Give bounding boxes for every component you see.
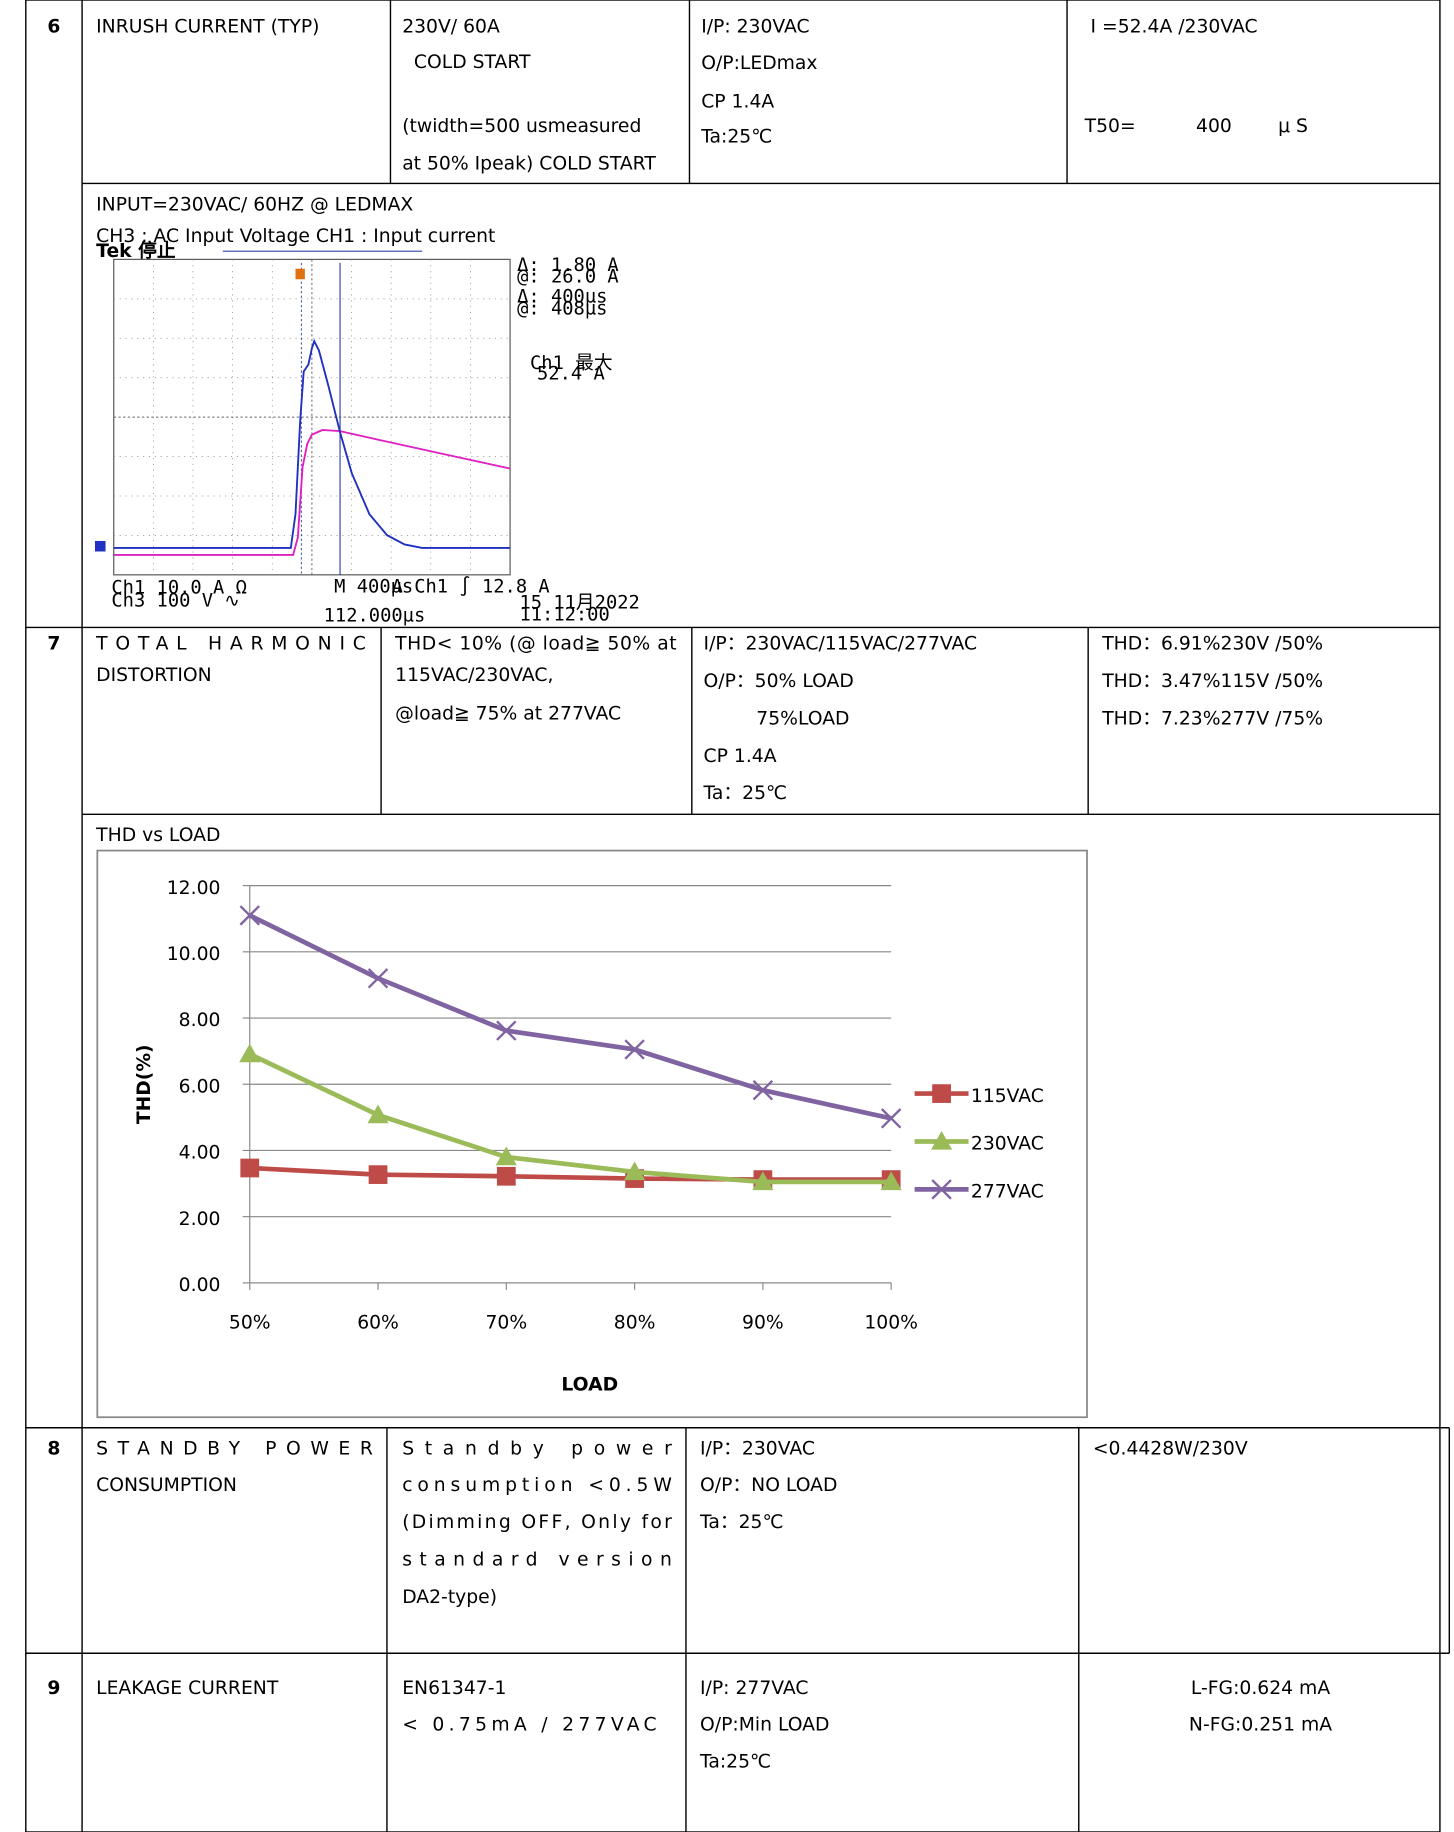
spec-text: EN61347-1	[402, 1678, 506, 1699]
y-tick-label: 8.00	[179, 1010, 221, 1031]
scope-cursor: @: 26.0 A	[517, 267, 619, 288]
x-tick-label: 80%	[614, 1312, 656, 1333]
row-number: 6	[47, 17, 60, 38]
result-text: THD：3.47%115V /50%	[1101, 671, 1323, 692]
condition-text: Ta:25℃	[699, 1752, 771, 1773]
scope-channel: Ch3 100 V ∿	[111, 590, 240, 611]
condition-text: O/P：NO LOAD	[700, 1475, 837, 1496]
spec-text: at 50% Ipeak) COLD START	[402, 153, 656, 174]
y-tick-label: 6.00	[179, 1076, 221, 1097]
condition-text: Ta：25℃	[699, 1512, 784, 1533]
spec-text: (Dimming OFF, Only for	[402, 1512, 672, 1533]
page: 6 7 8 9 INRUSH CURRENT (TYP) 230V/ 60A COLD ST…	[0, 0, 1454, 1832]
item-name: DISTORTION	[96, 665, 212, 686]
result-text: μ S	[1278, 116, 1308, 137]
data-point	[497, 1167, 516, 1186]
scope-caption: INPUT=230VAC/ 60HZ @ LEDMAX	[96, 194, 413, 215]
y-tick-label: 12.00	[167, 878, 221, 899]
x-tick-label: 50%	[229, 1312, 271, 1333]
scope-measure: 52.4 A	[537, 364, 605, 385]
result-text: THD：7.23%277V /75%	[1101, 708, 1323, 729]
y-tick-label: 0.00	[179, 1275, 221, 1296]
scope-cursor: @: 408µs	[517, 298, 607, 319]
spec-text: DA2-type)	[402, 1587, 497, 1608]
item-name: INRUSH CURRENT (TYP)	[96, 17, 319, 38]
scope-screen	[95, 251, 510, 575]
data-point	[369, 1165, 388, 1184]
result-text: <0.4428W/230V	[1093, 1439, 1248, 1460]
spec-text: consumption <0.5W	[402, 1475, 672, 1496]
result-text: 400	[1196, 116, 1232, 137]
result-text: T50=	[1084, 116, 1136, 137]
legend-label: 115VAC	[971, 1086, 1044, 1107]
scope-status: Tek 停止	[96, 240, 176, 262]
legend-label: 277VAC	[971, 1182, 1044, 1203]
x-tick-label: 70%	[485, 1312, 527, 1333]
x-tick-label: 100%	[864, 1312, 918, 1333]
spec-text: standard version	[402, 1550, 672, 1571]
legend-label: 230VAC	[971, 1134, 1044, 1155]
condition-text: I/P: 230VAC	[701, 17, 809, 38]
condition-text: Ta:25℃	[700, 127, 772, 148]
result-text: THD：6.91%230V /50%	[1101, 634, 1323, 655]
y-axis-title: THD(%)	[134, 1044, 155, 1124]
spec-text: @load≧ 75% at 277VAC	[395, 704, 621, 725]
chart-caption: THD vs LOAD	[95, 825, 220, 846]
y-tick-label: 4.00	[179, 1143, 221, 1164]
result-text: N-FG:0.251 mA	[1189, 1714, 1332, 1735]
item-name: STANDBY POWER	[96, 1439, 373, 1460]
row-number: 7	[47, 634, 60, 655]
row-number: 8	[47, 1439, 60, 1460]
x-axis-title: LOAD	[561, 1374, 618, 1395]
condition-text: O/P:LEDmax	[701, 53, 817, 74]
row-number: 9	[47, 1678, 60, 1699]
item-name: TOTAL HARMONIC	[95, 634, 366, 655]
legend-marker	[932, 1084, 951, 1103]
y-tick-label: 10.00	[167, 944, 221, 965]
result-text: I =52.4A /230VAC	[1090, 17, 1257, 38]
y-tick-label: 2.00	[179, 1209, 221, 1230]
condition-text: I/P：230VAC	[700, 1439, 815, 1460]
spec-text: (twidth=500 usmeasured	[402, 116, 641, 137]
spec-text: COLD START	[414, 52, 531, 73]
condition-text: O/P：50% LOAD	[704, 671, 854, 692]
condition-text: 75%LOAD	[756, 708, 849, 729]
data-point	[240, 1159, 259, 1178]
spec-text: 115VAC/230VAC,	[395, 665, 553, 686]
x-tick-label: 90%	[742, 1312, 784, 1333]
condition-text: O/P:Min LOAD	[700, 1714, 829, 1735]
condition-text: CP 1.4A	[704, 746, 777, 767]
item-name: CONSUMPTION	[96, 1475, 237, 1496]
spec-text: 230V/ 60A	[402, 17, 500, 38]
condition-text: I/P：230VAC/115VAC/277VAC	[704, 634, 978, 655]
condition-text: Ta：25℃	[703, 783, 788, 804]
x-tick-label: 60%	[357, 1312, 399, 1333]
spec-text: Standby power	[402, 1439, 672, 1460]
spec-text: THD< 10% (@ load≧ 50% at	[394, 634, 676, 655]
condition-text: CP 1.4A	[701, 92, 774, 113]
spec-text: < 0.75mA / 277VAC	[402, 1714, 656, 1735]
scope-offset: 112.000µs	[324, 606, 426, 627]
result-text: L-FG:0.624 mA	[1191, 1678, 1330, 1699]
scope-time: 11:12:00	[519, 604, 609, 625]
item-name: LEAKAGE CURRENT	[96, 1678, 279, 1699]
condition-text: I/P: 277VAC	[700, 1678, 808, 1699]
